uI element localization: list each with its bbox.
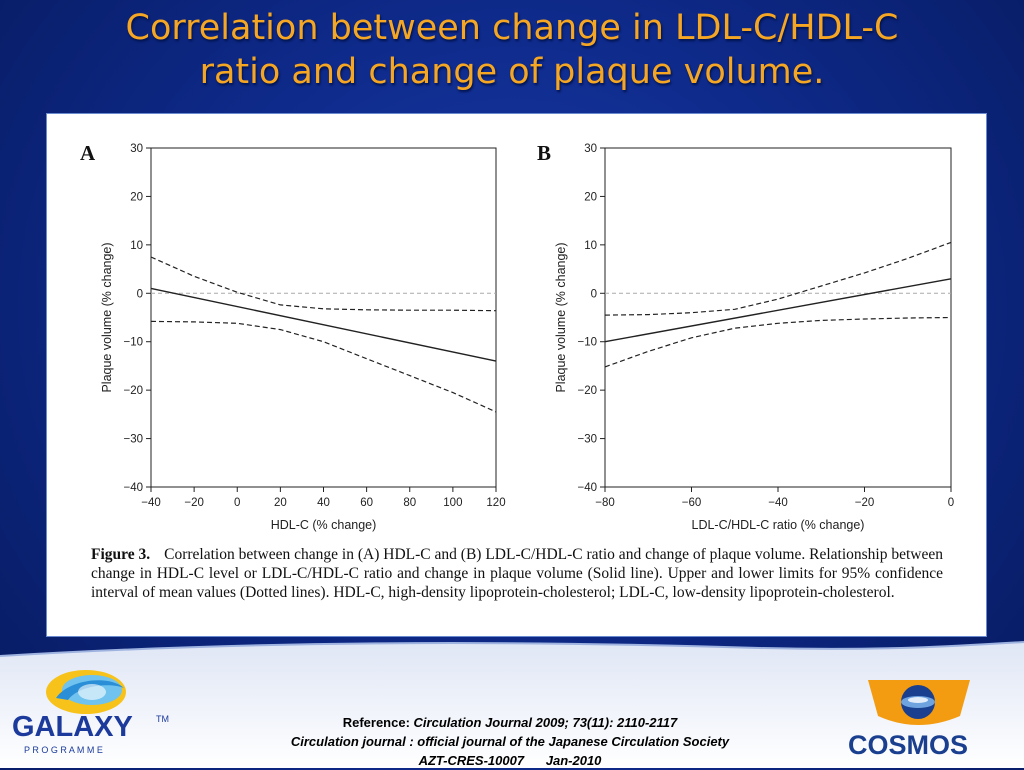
- document-date: Jan-2010: [545, 753, 602, 768]
- reference-citation: Circulation Journal 2009; 73(11): 2110-2…: [413, 715, 678, 730]
- panel-b-y-tick-label: 30: [584, 143, 597, 155]
- cosmos-logo: COSMOS: [838, 676, 998, 762]
- panel-b-y-tick-label: 0: [591, 288, 597, 300]
- panel-a-y-tick-label: −20: [123, 385, 143, 397]
- panel-a-y-tick-label: −40: [123, 482, 143, 494]
- journal-line: Circulation journal : official journal o…: [290, 734, 730, 749]
- slide-title: Correlation between change in LDL-C/HDL-…: [0, 6, 1024, 94]
- reference-line: Reference: Circulation Journal 2009; 73(…: [180, 713, 840, 732]
- panel-b-regression-line: [604, 278, 952, 343]
- panel-a-y-tick-label: 0: [137, 288, 143, 300]
- panel-b-x-tick-label: −20: [855, 497, 875, 509]
- panel-a-lower-confidence-line: [150, 320, 497, 413]
- code-line: AZT-CRES-10007 Jan-2010: [180, 751, 840, 770]
- panel-a-x-tick-label: 40: [317, 497, 330, 509]
- galaxy-wordmark: GALAXY: [12, 711, 133, 743]
- footer-wave-graphic: [0, 641, 1024, 768]
- panel-a-x-tick-label: −20: [184, 497, 204, 509]
- panel-a-x-tick-label: 20: [274, 497, 287, 509]
- title-line-1: Correlation between change in LDL-C/HDL-…: [125, 8, 899, 48]
- document-code: AZT-CRES-10007: [418, 753, 525, 768]
- panel-b-y-tick-label: −40: [577, 482, 597, 494]
- panel-b-x-tick-label: −40: [768, 497, 788, 509]
- cosmos-wordmark: COSMOS: [848, 730, 968, 760]
- reference-label: Reference:: [342, 715, 414, 730]
- panel-b-x-tick-label: −60: [682, 497, 702, 509]
- panel-b-panel-label: B: [537, 141, 551, 165]
- panel-b-plot-frame: [604, 147, 952, 488]
- galaxy-trademark: TM: [156, 714, 169, 724]
- panel-b-y-tick-label: −30: [577, 434, 597, 446]
- panel-b-x-tick-label: −80: [595, 497, 615, 509]
- figure-panel: A 30 20 10 0 −10 −20 −30 −40 −40 −20 0 20 40 60 80 100 12…: [46, 113, 987, 637]
- panel-b-y-tick-label: 20: [584, 191, 597, 203]
- panel-a-regression-line: [150, 287, 497, 362]
- galaxy-subtitle: P R O G R A M M E: [24, 745, 103, 755]
- figure-caption: Figure 3. Correlation between change in (…: [91, 545, 943, 602]
- panel-a-x-tick-label: 120: [486, 497, 505, 509]
- panel-a-x-tick-label: 0: [234, 497, 240, 509]
- panel-a-x-tick-label: 60: [360, 497, 373, 509]
- panel-b-upper-confidence-line: [604, 241, 952, 316]
- panel-a-y-tick-label: −10: [123, 337, 143, 349]
- panel-a-y-tick-label: 30: [130, 143, 143, 155]
- panel-b-y-tick-label: −20: [577, 385, 597, 397]
- panel-a-upper-confidence-line: [150, 256, 497, 312]
- galaxy-logo: GALAXY TM P R O G R A M M E: [8, 660, 178, 760]
- panel-a-panel-label: A: [80, 141, 96, 165]
- panel-a-plot-frame: [150, 147, 497, 488]
- panel-a-y-tick-label: −30: [123, 434, 143, 446]
- panel-a-x-tick-label: −40: [141, 497, 161, 509]
- title-line-2: ratio and change of plaque volume.: [199, 52, 825, 92]
- panel-a-y-axis-label: Plaque volume (% change): [100, 242, 114, 392]
- panel-b-y-tick-label: −10: [577, 337, 597, 349]
- panel-a-y-tick-label: 20: [130, 191, 143, 203]
- panel-b-x-axis-label: LDL-C/HDL-C ratio (% change): [692, 518, 865, 532]
- panel-a-y-tick-label: 10: [130, 240, 143, 252]
- panel-b-x-tick-label: 0: [948, 497, 954, 509]
- panel-a-x-axis-label: HDL-C (% change): [271, 518, 377, 532]
- panel-b-lower-confidence-line: [604, 316, 952, 368]
- panel-a-x-tick-label: 100: [443, 497, 462, 509]
- footer-band: [0, 636, 1024, 768]
- panel-a-x-tick-label: 80: [403, 497, 416, 509]
- caption-text: Correlation between change in (A) HDL-C …: [91, 546, 944, 601]
- panel-b-y-axis-label: Plaque volume (% change): [554, 242, 568, 392]
- caption-label: Figure 3.: [91, 546, 151, 563]
- panel-b-y-tick-label: 10: [584, 240, 597, 252]
- reference-block: Reference: Circulation Journal 2009; 73(…: [180, 713, 840, 770]
